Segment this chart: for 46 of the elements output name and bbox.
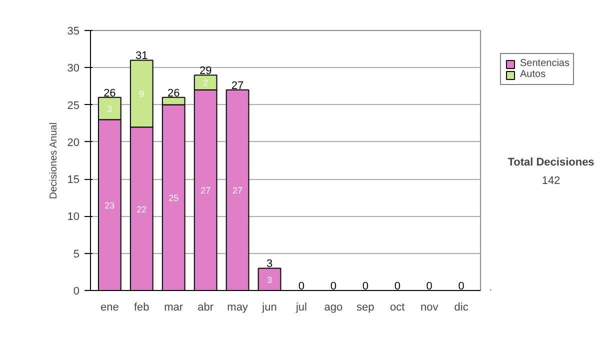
x-tick-label: oct <box>390 302 405 314</box>
data-label: 3 <box>267 274 272 285</box>
x-tick-label: may <box>227 302 248 314</box>
y-tick-label: 5 <box>73 248 80 260</box>
total-label: 26 <box>167 87 180 100</box>
total-label: 31 <box>136 50 148 62</box>
text: 142 <box>542 175 560 188</box>
y-tick-label: 0 <box>73 286 80 298</box>
data-label: 27 <box>232 186 243 196</box>
x-tick-label: abr <box>198 302 214 314</box>
data-label: 25 <box>168 193 179 204</box>
y-tick-label: 20 <box>67 136 80 149</box>
x-tick-label: dic <box>454 302 469 314</box>
total-label: 29 <box>199 65 212 78</box>
data-label: 9 <box>139 89 144 100</box>
legend-label: Sentencias <box>520 58 570 69</box>
data-label: 27 <box>200 186 211 196</box>
total-label: 0 <box>394 280 400 292</box>
data-label: 23 <box>104 200 115 211</box>
total-label: 0 <box>330 280 337 292</box>
y-tick-label: 15 <box>67 174 80 186</box>
text: Total Decisiones <box>508 156 594 168</box>
total-label: 27 <box>231 80 244 92</box>
x-tick-label: jul <box>294 302 307 314</box>
data-label: 3 <box>107 104 112 114</box>
x-tick-label: ago <box>324 302 343 314</box>
total-label: 0 <box>426 280 432 292</box>
total-label: 0 <box>458 280 464 292</box>
y-axis-title: Decisiones Anual <box>48 122 60 200</box>
x-tick-label: nov <box>420 302 439 314</box>
y-tick-label: 30 <box>67 62 80 75</box>
legend-label: Autos <box>520 69 546 80</box>
y-tick-label: 35 <box>67 26 80 38</box>
total-label: 26 <box>104 87 116 100</box>
x-tick-label: sep <box>356 302 374 314</box>
x-tick-label: feb <box>134 302 150 314</box>
y-tick-label: 25 <box>67 100 80 112</box>
total-label: 3 <box>266 258 273 270</box>
total-label: 0 <box>298 280 305 292</box>
data-label: 2 <box>203 78 208 88</box>
x-tick-label: jun <box>261 302 277 314</box>
total-label: 0 <box>362 280 368 292</box>
y-tick-label: 10 <box>67 211 80 224</box>
x-tick-label: mar <box>164 302 184 314</box>
x-tick-label: ene <box>100 302 119 314</box>
data-label: 22 <box>136 204 147 214</box>
